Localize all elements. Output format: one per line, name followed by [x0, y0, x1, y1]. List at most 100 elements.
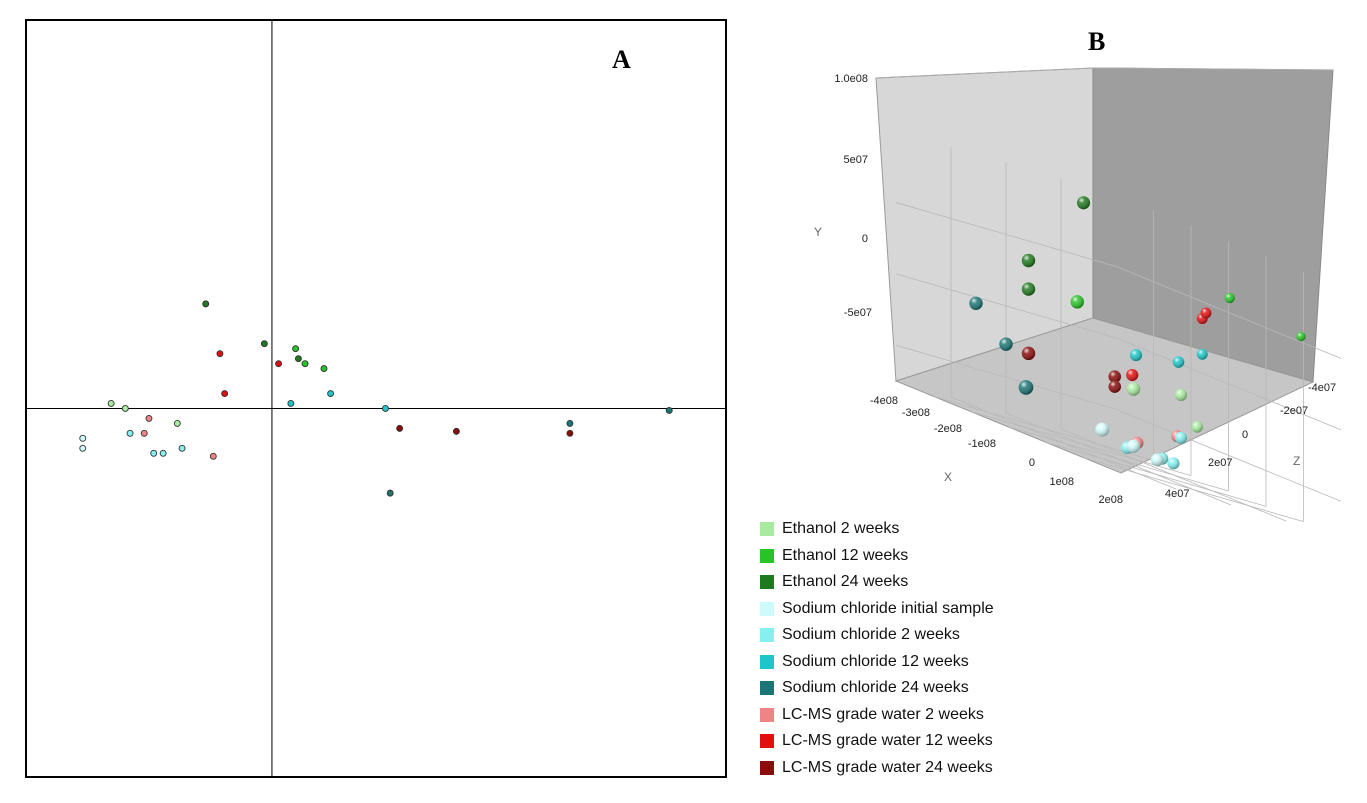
- scatter-point: [665, 407, 673, 414]
- x-tick: 0: [1029, 457, 1035, 469]
- x-tick: -3e08: [902, 407, 930, 419]
- sphere-shading: [1126, 382, 1141, 396]
- x-axis-label: X: [944, 470, 952, 484]
- sphere-shading: [1150, 453, 1164, 467]
- scatter-point: [202, 300, 210, 308]
- sphere-shading: [1021, 253, 1036, 268]
- scatter-point: [140, 429, 148, 437]
- x-tick: 1e08: [1050, 476, 1074, 488]
- panel-b-3d-scatter: B 1.0e08 5e07 0 -5e07 Y -4e08 -3e08 -2e0…: [814, 27, 1342, 523]
- z-tick: 0: [1242, 429, 1248, 441]
- legend-item: Ethanol 12 weeks: [760, 543, 994, 570]
- sphere-shading: [1095, 422, 1110, 437]
- x-tick: -4e08: [870, 395, 898, 407]
- scatter-point: [386, 489, 394, 497]
- z-tick: -2e07: [1280, 405, 1308, 417]
- legend-label: LC-MS grade water 24 weeks: [782, 758, 993, 776]
- panel-a-label: A: [612, 45, 631, 74]
- scatter-point: [320, 365, 328, 373]
- grid-line: [1005, 412, 1232, 506]
- sphere-shading: [1018, 380, 1034, 395]
- scatter-point: [382, 405, 389, 412]
- panel-b-points: [969, 196, 1306, 470]
- y-tick: 1.0e08: [834, 73, 868, 85]
- scatter-point: [121, 405, 129, 412]
- sphere-shading: [999, 337, 1013, 351]
- scatter-point: [301, 360, 309, 368]
- panel-a-scatter: A: [25, 19, 727, 778]
- legend-item: LC-MS grade water 24 weeks: [760, 755, 994, 782]
- panel-b-label: B: [1088, 27, 1105, 56]
- scatter-point: [292, 345, 300, 353]
- panel-a-points: [79, 300, 673, 497]
- sphere-shading: [969, 296, 983, 311]
- grid-line: [950, 396, 1177, 490]
- legend-label: Ethanol 24 weeks: [782, 573, 909, 591]
- legend-label: Ethanol 2 weeks: [782, 520, 900, 538]
- sphere-shading: [1191, 421, 1203, 433]
- legend-swatch: [760, 760, 774, 775]
- legend-label: Sodium chloride initial sample: [782, 599, 994, 617]
- scatter-point: [275, 360, 283, 368]
- legend-swatch: [760, 654, 774, 669]
- sphere-shading: [1172, 356, 1185, 368]
- legend-swatch: [760, 548, 774, 563]
- scatter-point: [159, 449, 167, 457]
- legend-item: LC-MS grade water 12 weeks: [760, 728, 994, 755]
- scatter-point: [107, 400, 115, 407]
- top-edge: [875, 67, 1334, 79]
- scatter-point: [150, 449, 158, 457]
- sphere-shading: [1174, 431, 1188, 444]
- legend-swatch: [760, 707, 774, 722]
- scatter-point: [79, 434, 87, 442]
- legend-swatch: [760, 522, 774, 537]
- z-tick: -4e07: [1308, 382, 1336, 394]
- sphere-shading: [1108, 380, 1121, 393]
- sphere-shading: [1196, 348, 1208, 360]
- x-tick: -1e08: [968, 438, 996, 450]
- sphere-shading: [1200, 307, 1212, 319]
- grid-line: [1060, 428, 1287, 522]
- legend-swatch: [760, 734, 774, 749]
- scatter-point: [327, 390, 335, 397]
- sphere-shading: [1076, 196, 1091, 210]
- sphere-shading: [1224, 292, 1235, 304]
- z-tick: 2e07: [1208, 457, 1232, 469]
- y-axis-label: Y: [814, 225, 822, 239]
- legend-item: LC-MS grade water 2 weeks: [760, 702, 994, 729]
- scatter-point: [396, 424, 404, 432]
- legend-label: Sodium chloride 24 weeks: [782, 679, 969, 697]
- scatter-point: [216, 350, 224, 358]
- sphere-shading: [1021, 346, 1036, 361]
- sphere-shading: [1108, 370, 1121, 383]
- scatter-point: [452, 427, 460, 435]
- sphere-shading: [1296, 331, 1306, 342]
- legend-swatch: [760, 575, 774, 590]
- scatter-point: [287, 400, 295, 407]
- panel-a-frame: [25, 19, 727, 778]
- grid-lines: [895, 147, 1342, 523]
- legend-label: LC-MS grade water 12 weeks: [782, 732, 993, 750]
- legend-swatch: [760, 601, 774, 616]
- legend-item: Ethanol 2 weeks: [760, 516, 994, 543]
- legend-item: Sodium chloride initial sample: [760, 596, 994, 623]
- sphere-shading: [1126, 368, 1139, 382]
- scatter-point: [145, 414, 153, 422]
- scatter-point: [221, 390, 229, 397]
- sphere-shading: [1174, 388, 1188, 402]
- legend-swatch: [760, 628, 774, 643]
- legend-label: Sodium chloride 12 weeks: [782, 652, 969, 670]
- x-tick: 2e08: [1099, 494, 1123, 506]
- legend-label: Sodium chloride 2 weeks: [782, 626, 960, 644]
- y-tick: -5e07: [844, 307, 872, 319]
- legend-label: Ethanol 12 weeks: [782, 546, 909, 564]
- legend: Ethanol 2 weeks Ethanol 12 weeks Ethanol…: [760, 516, 994, 781]
- legend-swatch: [760, 681, 774, 696]
- scatter-point: [260, 340, 268, 348]
- sphere-shading: [1126, 439, 1141, 453]
- scatter-point: [173, 419, 181, 427]
- legend-item: Sodium chloride 24 weeks: [760, 675, 994, 702]
- sphere-shading: [1070, 295, 1084, 309]
- sphere-shading: [1021, 282, 1036, 296]
